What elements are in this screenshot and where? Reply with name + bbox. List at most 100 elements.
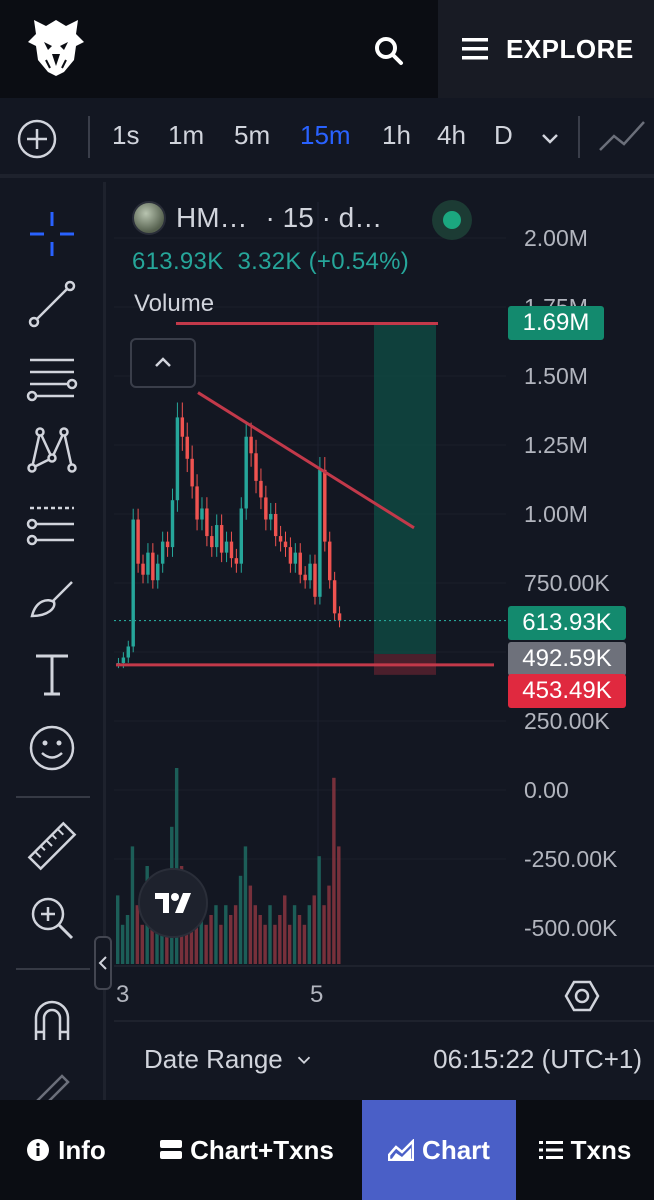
add-indicator-icon[interactable] (16, 118, 58, 160)
candle-body (219, 525, 224, 553)
interval-5m[interactable]: 5m (234, 120, 271, 150)
explore-menu-button[interactable]: EXPLORE (438, 0, 654, 98)
candle-body (131, 519, 135, 647)
volume-bar (248, 885, 253, 964)
chart-pane[interactable]: 2.00M1.75M1.50M1.25M1.00M750.00K500.00K2… (114, 182, 654, 1100)
magnet-tool[interactable] (20, 990, 84, 1050)
volume-bar (209, 915, 213, 964)
candle-body (170, 500, 175, 548)
candle-body (318, 469, 322, 597)
info-icon (27, 1139, 50, 1161)
descending-trend-line (197, 391, 415, 530)
chevron-down-icon[interactable] (538, 126, 562, 150)
volume-bar (214, 905, 218, 964)
fib-tool[interactable] (20, 348, 84, 408)
date-range-button[interactable]: Date Range (144, 1044, 315, 1075)
volume-bar (204, 924, 208, 964)
interval-4h[interactable]: 4h (437, 120, 466, 150)
tab-info-label: Info (58, 1134, 106, 1165)
projection-tool[interactable] (20, 494, 84, 554)
candle-body (200, 508, 204, 520)
magnet-icon (34, 1000, 70, 1040)
token-avatar (132, 201, 166, 235)
tab-chart[interactable]: Chart (362, 1100, 516, 1200)
interval-1m[interactable]: 1m (168, 120, 205, 150)
search-button[interactable] (364, 26, 414, 76)
tab-txns[interactable]: Txns (516, 1100, 654, 1200)
xabcd-pattern-icon (27, 427, 77, 473)
volume-bar (287, 924, 292, 964)
crosshair-tool[interactable] (20, 204, 84, 264)
volume-bar (233, 905, 238, 964)
text-icon (36, 654, 68, 696)
bottom-navigation: Info Chart+Txns Chart Txns (0, 1100, 654, 1200)
volume-bar (243, 846, 248, 964)
interval-toolbar: 1s 1m 5m 15m 1h 4h D (0, 98, 654, 178)
pattern-tool[interactable] (20, 420, 84, 480)
entry-price-label: 492.59K (508, 642, 626, 676)
tab-chart-txns[interactable]: Chart+Txns (132, 1100, 362, 1200)
volume-bar (332, 777, 336, 964)
candle-body (234, 558, 239, 564)
volume-bar (297, 915, 302, 964)
time-axis-tick: 5 (310, 981, 323, 1008)
collapse-legend-button[interactable] (130, 338, 196, 388)
collapse-toolbar-button[interactable] (94, 936, 112, 990)
price-axis-tick: 2.00M (524, 225, 588, 251)
candle-body (313, 563, 317, 597)
timezone-clock[interactable]: 06:15:22 (UTC+1) (433, 1044, 642, 1074)
text-tool[interactable] (20, 644, 84, 704)
candle-body (327, 541, 332, 581)
ruler-icon (27, 821, 77, 871)
emoji-tool[interactable] (20, 718, 84, 778)
search-icon (375, 37, 403, 65)
candle-body (308, 563, 312, 581)
candle-body (288, 547, 293, 564)
measure-tool[interactable] (20, 816, 84, 876)
candle-body (229, 541, 234, 559)
chart-type-line-icon[interactable] (598, 118, 646, 154)
long-position-icon (26, 506, 74, 546)
candle-body (224, 541, 229, 553)
candle-body (298, 552, 302, 575)
volume-bar (307, 905, 312, 964)
candle-body (141, 563, 145, 575)
chevron-up-icon (155, 357, 171, 367)
trend-line-tool[interactable] (20, 274, 84, 334)
tab-chart-label: Chart (422, 1134, 490, 1165)
volume-bar (283, 895, 287, 964)
chevron-left-icon (98, 956, 107, 970)
volume-bar (219, 924, 223, 964)
tab-info[interactable]: Info (0, 1100, 132, 1200)
volume-indicator-label[interactable]: Volume (134, 290, 215, 317)
trend-line-icon (28, 280, 76, 328)
volume-bar (155, 915, 159, 964)
brush-tool[interactable] (20, 568, 84, 628)
interval-1h[interactable]: 1h (382, 120, 411, 150)
volume-bar (125, 915, 130, 964)
lock-drawings-tool[interactable] (20, 1060, 84, 1100)
candle-body (264, 497, 268, 520)
market-status-icon[interactable] (432, 200, 472, 240)
price-chart[interactable]: 2.00M1.75M1.50M1.25M1.00M750.00K500.00K2… (114, 182, 654, 1100)
candle-body (151, 552, 155, 581)
drawing-tools-panel (0, 182, 106, 1100)
interval-15m[interactable]: 15m (300, 120, 351, 150)
symbol-name[interactable]: HM… (176, 202, 248, 233)
chart-settings-icon[interactable] (562, 976, 602, 1016)
candle-body (205, 508, 209, 537)
interval-1s[interactable]: 1s (112, 120, 140, 150)
eagle-logo-icon[interactable] (26, 16, 86, 78)
price-axis-tick: -500.00K (524, 915, 618, 941)
volume-bar (140, 924, 144, 964)
tradingview-logo-icon[interactable] (138, 868, 208, 938)
volume-bar (337, 846, 341, 964)
zoom-tool[interactable] (20, 888, 84, 948)
candle-body (244, 436, 248, 509)
list-icon (538, 1141, 563, 1159)
chevron-down-icon (297, 1056, 310, 1064)
candle-body (121, 657, 126, 664)
candle-body (190, 458, 194, 487)
interval-1d[interactable]: D (494, 120, 513, 150)
candle-body (283, 541, 288, 548)
